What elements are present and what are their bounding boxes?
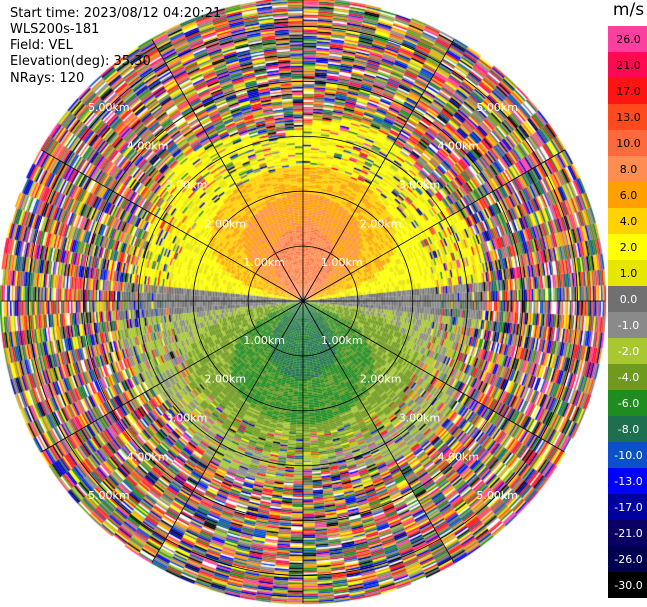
elevation-text: Elevation(deg): 35.30 [10,54,151,69]
colorbar-tick-label: 21.0 [616,59,641,72]
colorbar-swatch [608,364,647,391]
colorbar-tick-label: -1.0 [618,319,639,332]
colorbar-tick-label: -30.0 [614,579,642,592]
colorbar-swatch [608,52,647,79]
colorbar-swatch [608,130,647,157]
range-ring-label: 1.00km [243,334,285,347]
range-ring-label: 3.00km [399,411,441,424]
colorbar-swatch [608,104,647,131]
colorbar-swatch [608,208,647,235]
colorbar-tick-label: 10.0 [616,137,641,150]
colorbar-tick-label: -17.0 [614,501,642,514]
colorbar-tick-label: -4.0 [618,371,639,384]
colorbar-tick-label: 6.0 [620,189,638,202]
colorbar-tick-label: 26.0 [616,33,641,46]
colorbar-swatch [608,416,647,443]
colorbar-tick-label: -21.0 [614,527,642,540]
range-ring-label: 5.00km [476,489,518,502]
range-ring-label: 4.00km [127,450,169,463]
azimuth-spoke [302,300,455,563]
colorbar-swatch [608,546,647,573]
range-ring-label: 2.00km [205,373,247,386]
colorbar-swatch [608,286,647,313]
colorbar-swatch [608,338,647,365]
colorbar-tick-label: -8.0 [618,423,639,436]
range-ring-label: 5.00km [88,489,130,502]
range-ring-label: 3.00km [166,179,208,192]
colorbar-swatch [608,572,647,598]
range-ring-label: 1.00km [243,256,285,269]
colorbar-swatch [608,260,647,287]
colorbar-swatch [608,312,647,339]
colorbar-tick-label: 4.0 [620,215,638,228]
colorbar-unit: m/s [612,0,645,20]
range-ring-label: 1.00km [321,334,363,347]
colorbar-swatch [608,26,647,53]
colorbar-swatch [608,442,647,469]
range-ring-label: 4.00km [438,140,480,153]
colorbar-swatch [608,494,647,521]
range-ring-label: 5.00km [476,101,518,114]
colorbar-swatch [608,390,647,417]
range-ring-label: 3.00km [399,179,441,192]
azimuth-spoke [41,300,304,453]
colorbar-tick-label: -26.0 [614,553,642,566]
range-ring-label: 3.00km [166,411,208,424]
colorbar-swatch [608,78,647,105]
nrays-text: NRays: 120 [10,71,85,86]
colorbar-swatch [608,468,647,495]
colorbar-tick-label: 1.0 [620,267,638,280]
azimuth-spoke [302,39,455,302]
range-ring-label: 2.00km [205,217,247,230]
range-ring-label: 2.00km [360,373,402,386]
azimuth-spoke [302,149,565,302]
colorbar-swatch [608,182,647,209]
colorbar-tick-label: 17.0 [616,85,641,98]
colorbar-swatch [608,156,647,183]
colorbar-tick-label: -10.0 [614,449,642,462]
colorbar-tick-label: 13.0 [616,111,641,124]
range-ring-label: 4.00km [438,450,480,463]
radar-ppi-plot [0,0,610,607]
colorbar-tick-label: -13.0 [614,475,642,488]
range-ring-label: 1.00km [321,256,363,269]
azimuth-spoke [41,149,304,302]
colorbar-tick-label: -6.0 [618,397,639,410]
azimuth-spoke [302,300,565,453]
colorbar-tick-label: 2.0 [620,241,638,254]
range-ring-overlay: 1.00km 1.00km 1.00km 1.00km 2.00km 2.00km 2.00… [1,0,605,603]
range-ring-label: 4.00km [127,140,169,153]
colorbar-tick-label: -2.0 [618,345,639,358]
azimuth-spoke [151,300,304,563]
colorbar-tick-label: 8.0 [620,163,638,176]
field-text: Field: VEL [10,38,73,53]
instrument-name: WLS200s-181 [10,22,100,37]
colorbar-swatch [608,234,647,261]
azimuth-spoke [151,39,304,302]
range-ring-label: 2.00km [360,217,402,230]
colorbar: 26.0 21.0 17.0 13.0 10.0 8.0 6.0 4.0 2.0 1.0 0.0 -1… [608,26,647,598]
start-time-text: Start time: 2023/08/12 04:20:21 [10,6,222,21]
range-ring-label: 5.00km [88,101,130,114]
colorbar-swatch [608,520,647,547]
colorbar-tick-label: 0.0 [620,293,638,306]
